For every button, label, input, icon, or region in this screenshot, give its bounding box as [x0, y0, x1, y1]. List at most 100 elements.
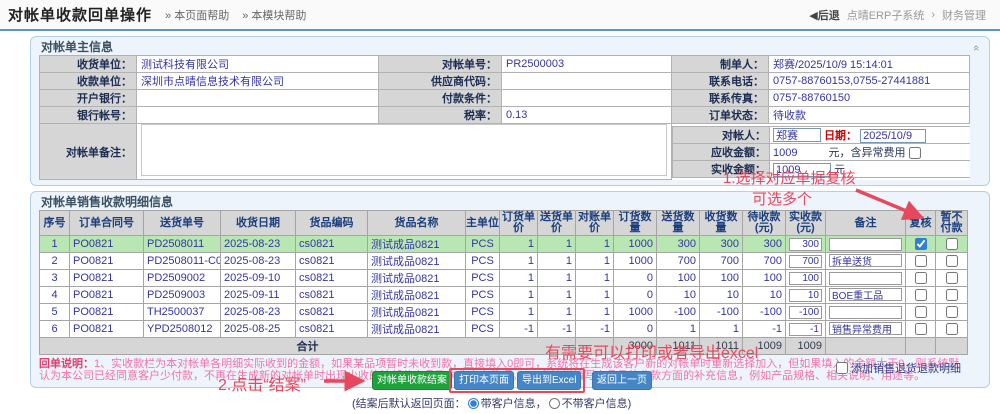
- receiver-unit-value: 测试科技有限公司: [136, 55, 379, 73]
- cell-receive_qty: 100: [699, 269, 743, 287]
- received-amount-input[interactable]: [789, 305, 822, 319]
- received-amount-total-input[interactable]: [773, 162, 831, 177]
- cell-unit: PCS: [465, 286, 500, 304]
- detail-header-row: 序号 订单合同号 送货单号 收货日期 货品编码 货品名称 主单位 订货单价 送货单价 对账单价 订货…: [39, 210, 968, 236]
- received-amount-input[interactable]: [789, 271, 822, 285]
- remark-input[interactable]: [829, 254, 902, 267]
- cell-date: 2025-08-23: [220, 303, 296, 321]
- remark-input[interactable]: [829, 237, 902, 251]
- defer-payment-checkbox[interactable]: [945, 289, 958, 302]
- cell-unit: PCS: [465, 269, 500, 287]
- cell-statement_price: 1: [575, 235, 614, 253]
- cell-order_qty: 0: [613, 320, 657, 338]
- add-refund-checkbox[interactable]: [836, 362, 848, 374]
- cell-date: 2025-09-11: [220, 286, 296, 304]
- total-row: 合计 3000 1011 1011 1009 1009: [39, 337, 968, 355]
- received-amount-input[interactable]: [789, 254, 822, 268]
- defer-payment-checkbox[interactable]: [945, 272, 958, 285]
- column-header: 序号: [39, 210, 70, 236]
- cell-order_price: 1: [499, 303, 538, 321]
- statement-no-label: 对帐单号：: [378, 55, 502, 73]
- review-checkbox[interactable]: [914, 289, 927, 302]
- review-checkbox[interactable]: [914, 238, 927, 251]
- checker-input[interactable]: [773, 127, 821, 142]
- cell-delivery_qty: -100: [656, 303, 700, 321]
- review-checkbox[interactable]: [914, 323, 927, 336]
- cell-delivery_qty: 300: [656, 235, 700, 253]
- return-button[interactable]: 返回上一页: [592, 371, 652, 390]
- column-header: 复核: [905, 210, 936, 236]
- receivable-amount-cell: 1009 元，含异常费用: [769, 142, 970, 161]
- cell-date: 2025-08-23: [220, 252, 296, 270]
- column-header: 订货单价: [499, 210, 538, 236]
- bank-account-value: [136, 106, 379, 124]
- total-pending: 1009: [742, 337, 786, 355]
- order-status-value: 待收款: [768, 106, 970, 124]
- cell-code: cs0821: [295, 252, 368, 270]
- defer-payment-checkbox[interactable]: [945, 306, 958, 319]
- cell-delivery_price: 1: [537, 252, 576, 270]
- cell-no: 1: [39, 235, 70, 253]
- cell-delivery: PD2509002: [143, 269, 221, 287]
- defer-payment-checkbox[interactable]: [945, 238, 958, 251]
- review-checkbox[interactable]: [914, 306, 927, 319]
- received-amount-input[interactable]: [789, 322, 822, 336]
- cell-code: cs0821: [295, 303, 368, 321]
- defer-payment-checkbox[interactable]: [945, 255, 958, 268]
- cell-order_price: -1: [499, 320, 538, 338]
- without-customer-info-radio[interactable]: [548, 397, 560, 409]
- collapse-icon[interactable]: «: [969, 44, 982, 52]
- settle-button[interactable]: 对帐单收款结案: [372, 371, 452, 390]
- maker-label: 制单人：: [671, 55, 769, 73]
- cell-contract: PO0821: [69, 303, 144, 321]
- cell-date: 2025-08-23: [220, 235, 296, 253]
- column-header: 待收款(元): [742, 210, 786, 236]
- statement-remark-textarea[interactable]: [141, 124, 667, 176]
- table-row: 2 PO0821 PD2508011-C01 2025-08-23 cs0821 测试成品…: [39, 252, 968, 270]
- review-checkbox[interactable]: [914, 255, 927, 268]
- return-note-prefix: (结案后默认返回页面：: [352, 398, 466, 410]
- cell-name: 测试成品0821: [367, 303, 466, 321]
- detail-table: 序号 订单合同号 送货单号 收货日期 货品编码 货品名称 主单位 订货单价 送货单价 对账单价 订货…: [39, 210, 968, 355]
- total-label: 合计: [39, 337, 576, 355]
- return-page-options: (结案后默认返回页面： 带客户信息， 不带客户信息): [352, 395, 631, 411]
- print-button[interactable]: 打印本页面: [454, 371, 514, 390]
- breadcrumb-system[interactable]: 点晴ERP子系统: [846, 9, 925, 22]
- defer-payment-checkbox[interactable]: [945, 323, 958, 336]
- remark-input[interactable]: [829, 288, 902, 301]
- with-customer-info-radio[interactable]: [467, 397, 479, 409]
- tax-rate-value: 0.13: [501, 106, 672, 124]
- cell-name: 测试成品0821: [367, 252, 466, 270]
- review-checkbox[interactable]: [914, 272, 927, 285]
- remark-input[interactable]: [829, 322, 902, 335]
- cell-order_qty: 1000: [613, 303, 657, 321]
- cell-no: 4: [39, 286, 70, 304]
- pay-terms-value: [501, 89, 672, 107]
- back-link[interactable]: ◀后退: [809, 9, 840, 22]
- receivable-unit-text: 元，含异常费用: [828, 146, 906, 159]
- cell-pending: 300: [742, 235, 786, 253]
- received-amount-input[interactable]: [789, 288, 822, 302]
- received-amount-input[interactable]: [789, 237, 822, 251]
- module-help-link[interactable]: » 本模块帮助: [242, 9, 307, 22]
- remark-input[interactable]: [829, 305, 902, 319]
- cell-no: 2: [39, 252, 70, 270]
- breadcrumb-module[interactable]: 财务管理: [942, 9, 986, 22]
- cell-order_price: 1: [499, 252, 538, 270]
- column-header: 送货单号: [143, 210, 221, 236]
- checker-label: 对帐人：: [672, 125, 770, 144]
- cell-statement_price: -1: [575, 320, 614, 338]
- column-header: 备注: [825, 210, 906, 236]
- cell-receive_qty: 700: [699, 252, 743, 270]
- export-excel-button[interactable]: 导出到Excel: [517, 371, 582, 390]
- remark-input[interactable]: [829, 271, 902, 285]
- cell-order_price: 1: [499, 286, 538, 304]
- date-input[interactable]: [860, 128, 927, 143]
- payee-unit-label: 收款单位：: [39, 72, 137, 90]
- page-help-link[interactable]: » 本页面帮助: [165, 9, 230, 22]
- cell-no: 5: [39, 303, 70, 321]
- statement-remark-label: 对帐单备注：: [39, 123, 137, 180]
- without-customer-info-label: 不带客户信息): [561, 398, 632, 410]
- cell-order_qty: 1000: [613, 235, 657, 253]
- abnormal-fee-checkbox[interactable]: [908, 146, 921, 159]
